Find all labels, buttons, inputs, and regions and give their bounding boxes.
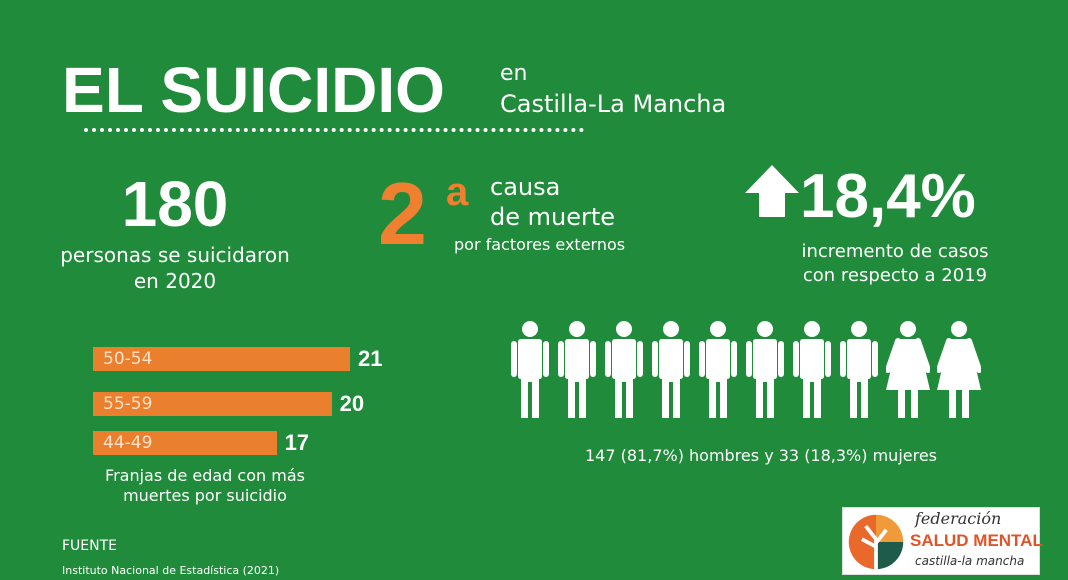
- increase-label-1: incremento de casos: [801, 241, 989, 262]
- page-title: EL SUICIDIO: [62, 54, 445, 126]
- chart-caption-2: muertes por suicidio: [123, 486, 287, 505]
- man-icon: [699, 321, 737, 418]
- gender-text: 147 (81,7%) hombres y 33 (18,3%) mujeres: [585, 446, 938, 465]
- arrow-up-icon: [745, 165, 799, 217]
- deaths-label-2: en 2020: [133, 269, 217, 293]
- man-icon: [558, 321, 596, 418]
- cause-rank: 2: [378, 164, 427, 263]
- deaths-label: personas se suicidaron en 2020: [30, 242, 320, 294]
- logo-line2: SALUD MENTAL: [910, 531, 1043, 550]
- logo-line1: federación: [915, 509, 1002, 528]
- cause-line1: causa: [490, 173, 561, 201]
- woman-icon: [886, 321, 930, 418]
- man-icon: [511, 321, 549, 418]
- man-icon: [793, 321, 831, 418]
- source-text: Instituto Nacional de Estadística (2021): [62, 564, 280, 577]
- bar-value-label: 17: [284, 430, 310, 455]
- cause-line2: de muerte: [490, 203, 616, 231]
- bar-category-label: 50-54: [103, 349, 153, 369]
- bar-44-49: 44-49: [93, 431, 277, 455]
- bar-50-54: 50-54: [93, 347, 350, 371]
- cause-line3: por factores externos: [454, 235, 626, 254]
- bar-value-label: 21: [358, 346, 383, 371]
- chart-caption-1: Franjas de edad con más: [105, 466, 305, 485]
- bar-category-label: 55-59: [103, 394, 153, 414]
- increase-label-2: con respecto a 2019: [802, 265, 988, 286]
- logo: federación SALUD MENTAL castilla-la manc…: [842, 507, 1043, 575]
- chart-caption: Franjas de edad con más muertes por suici…: [80, 466, 330, 506]
- logo-line3: castilla-la mancha: [915, 554, 1025, 568]
- subtitle-en: en: [500, 61, 528, 86]
- bar-55-59: 55-59: [93, 392, 332, 416]
- tree-logo-icon: [848, 514, 904, 570]
- dotted-divider: [84, 128, 584, 132]
- cause-rank-suffix: a: [446, 170, 469, 214]
- gender-pictogram: [510, 320, 981, 420]
- woman-icon: [937, 321, 981, 418]
- deaths-value: 180: [121, 168, 229, 240]
- source-label: FUENTE: [62, 538, 118, 554]
- man-icon: [605, 321, 643, 418]
- man-icon: [840, 321, 878, 418]
- subtitle-region: Castilla-La Mancha: [500, 90, 727, 118]
- increase-label: incremento de casos con respecto a 2019: [770, 240, 1020, 288]
- deaths-label-1: personas se suicidaron: [60, 243, 290, 267]
- increase-value: 18,4%: [800, 162, 976, 231]
- man-icon: [652, 321, 690, 418]
- bar-value-label: 20: [339, 391, 365, 416]
- bar-category-label: 44-49: [103, 433, 153, 453]
- man-icon: [746, 321, 784, 418]
